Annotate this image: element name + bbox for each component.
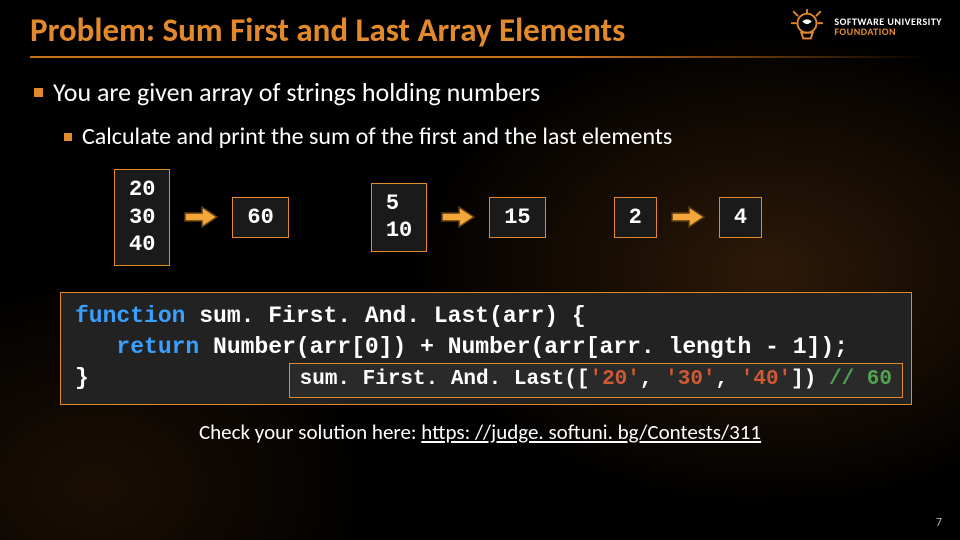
- call-string: '20': [589, 368, 639, 391]
- code-call-box: sum. First. And. Last(['20', '30', '40']…: [289, 363, 903, 397]
- example-output-box: 4: [719, 197, 762, 239]
- check-solution-line: Check your solution here: https: //judge…: [30, 419, 930, 445]
- example-output-box: 15: [489, 197, 545, 239]
- logo-text-2: FOUNDATION: [834, 27, 942, 37]
- example-input-box: 20 30 40: [114, 169, 170, 266]
- code-keyword: return: [116, 334, 199, 360]
- bullet-marker-icon: [64, 133, 72, 141]
- examples-row: 20 30 40 60 5 10 15 2 4: [114, 169, 930, 266]
- lightbulb-icon: [788, 8, 826, 46]
- code-text: }: [75, 365, 89, 391]
- bullet-l1-text: You are given array of strings holding n…: [53, 76, 540, 108]
- example-input-box: 2: [614, 197, 657, 239]
- bullet-level-2: Calculate and print the sum of the first…: [64, 122, 930, 151]
- arrow-right-icon: [441, 205, 475, 229]
- call-pre: sum. First. And. Last([: [300, 368, 590, 391]
- code-indent: [75, 334, 116, 360]
- call-string: '30': [665, 368, 715, 391]
- call-post: ]): [791, 368, 829, 391]
- title-underline: [30, 56, 930, 58]
- call-string: '40': [741, 368, 791, 391]
- code-keyword: function: [75, 303, 185, 329]
- call-comment: // 60: [829, 368, 892, 391]
- page-number: 7: [936, 516, 942, 530]
- bullet-l2-text: Calculate and print the sum of the first…: [82, 122, 672, 151]
- code-block: function sum. First. And. Last(arr) { re…: [60, 292, 912, 405]
- check-label: Check your solution here:: [199, 419, 421, 445]
- logo: SOFTWARE UNIVERSITY FOUNDATION: [788, 8, 942, 46]
- arrow-right-icon: [671, 205, 705, 229]
- call-comma: ,: [640, 368, 665, 391]
- arrow-right-icon: [184, 205, 218, 229]
- code-text: Number(arr[0]) + Number(arr[arr. length …: [199, 334, 848, 360]
- bullet-level-1: You are given array of strings holding n…: [34, 76, 930, 108]
- call-comma: ,: [716, 368, 741, 391]
- check-link[interactable]: https: //judge. softuni. bg/Contests/311: [421, 419, 761, 445]
- example-input-box: 5 10: [371, 183, 427, 252]
- bullet-marker-icon: [34, 88, 43, 97]
- example-output-box: 60: [232, 197, 288, 239]
- code-text: sum. First. And. Last(arr) {: [185, 303, 585, 329]
